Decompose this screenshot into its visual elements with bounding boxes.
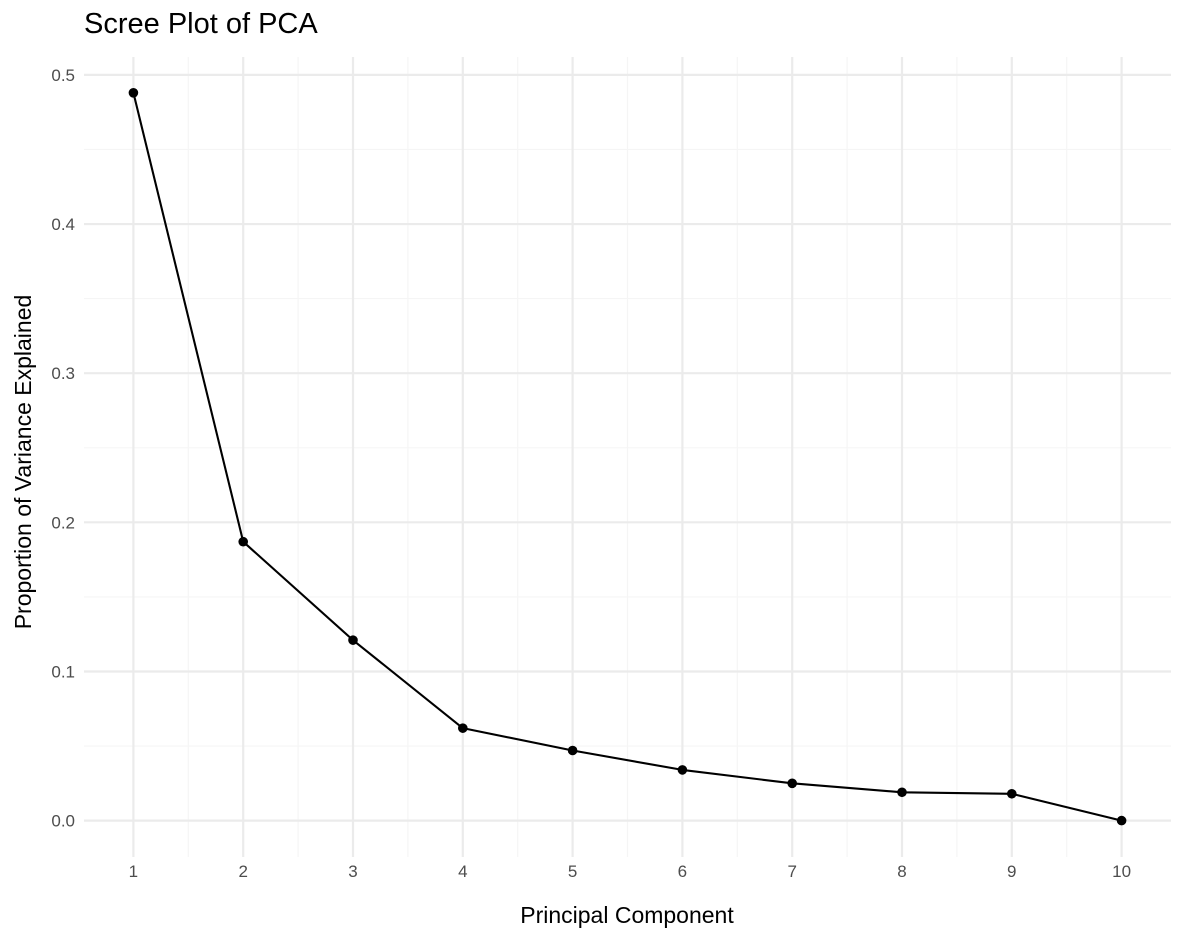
data-point bbox=[677, 765, 688, 775]
data-point bbox=[787, 778, 797, 789]
data-point bbox=[897, 787, 907, 798]
x-tick-label: 10 bbox=[1112, 862, 1131, 881]
y-axis-ticks: 0.0 0.1 0.2 0.3 0.4 0.5 bbox=[51, 66, 75, 831]
y-tick-label: 0.3 bbox=[51, 364, 75, 383]
data-point bbox=[238, 536, 249, 547]
x-axis-title: Principal Component bbox=[520, 902, 734, 928]
x-tick-label: 1 bbox=[129, 862, 138, 881]
series-layer bbox=[128, 87, 1127, 826]
data-point bbox=[348, 635, 358, 645]
y-tick-label: 0.0 bbox=[51, 812, 75, 831]
y-axis-title: Proportion of Variance Explained bbox=[10, 295, 36, 630]
grid-minor bbox=[84, 57, 1171, 857]
grid-major bbox=[84, 57, 1171, 857]
data-point bbox=[1006, 788, 1017, 799]
data-point bbox=[128, 87, 139, 98]
x-tick-label: 6 bbox=[678, 862, 687, 881]
y-tick-label: 0.5 bbox=[51, 66, 75, 85]
x-tick-label: 3 bbox=[348, 862, 357, 881]
y-tick-label: 0.1 bbox=[51, 662, 75, 681]
x-tick-label: 2 bbox=[238, 862, 247, 881]
x-tick-label: 5 bbox=[568, 862, 577, 881]
y-tick-label: 0.2 bbox=[51, 513, 75, 532]
x-axis-ticks: 1 2 3 4 5 6 7 8 9 10 bbox=[129, 862, 1131, 881]
x-tick-label: 4 bbox=[458, 862, 467, 881]
data-point bbox=[458, 723, 468, 733]
x-tick-label: 8 bbox=[897, 862, 906, 881]
x-tick-label: 7 bbox=[787, 862, 796, 881]
chart-title: Scree Plot of PCA bbox=[84, 8, 318, 40]
data-point bbox=[1116, 815, 1127, 826]
y-tick-label: 0.4 bbox=[51, 215, 75, 234]
x-tick-label: 9 bbox=[1007, 862, 1016, 881]
data-point bbox=[567, 745, 578, 756]
series-line bbox=[132, 92, 1122, 822]
